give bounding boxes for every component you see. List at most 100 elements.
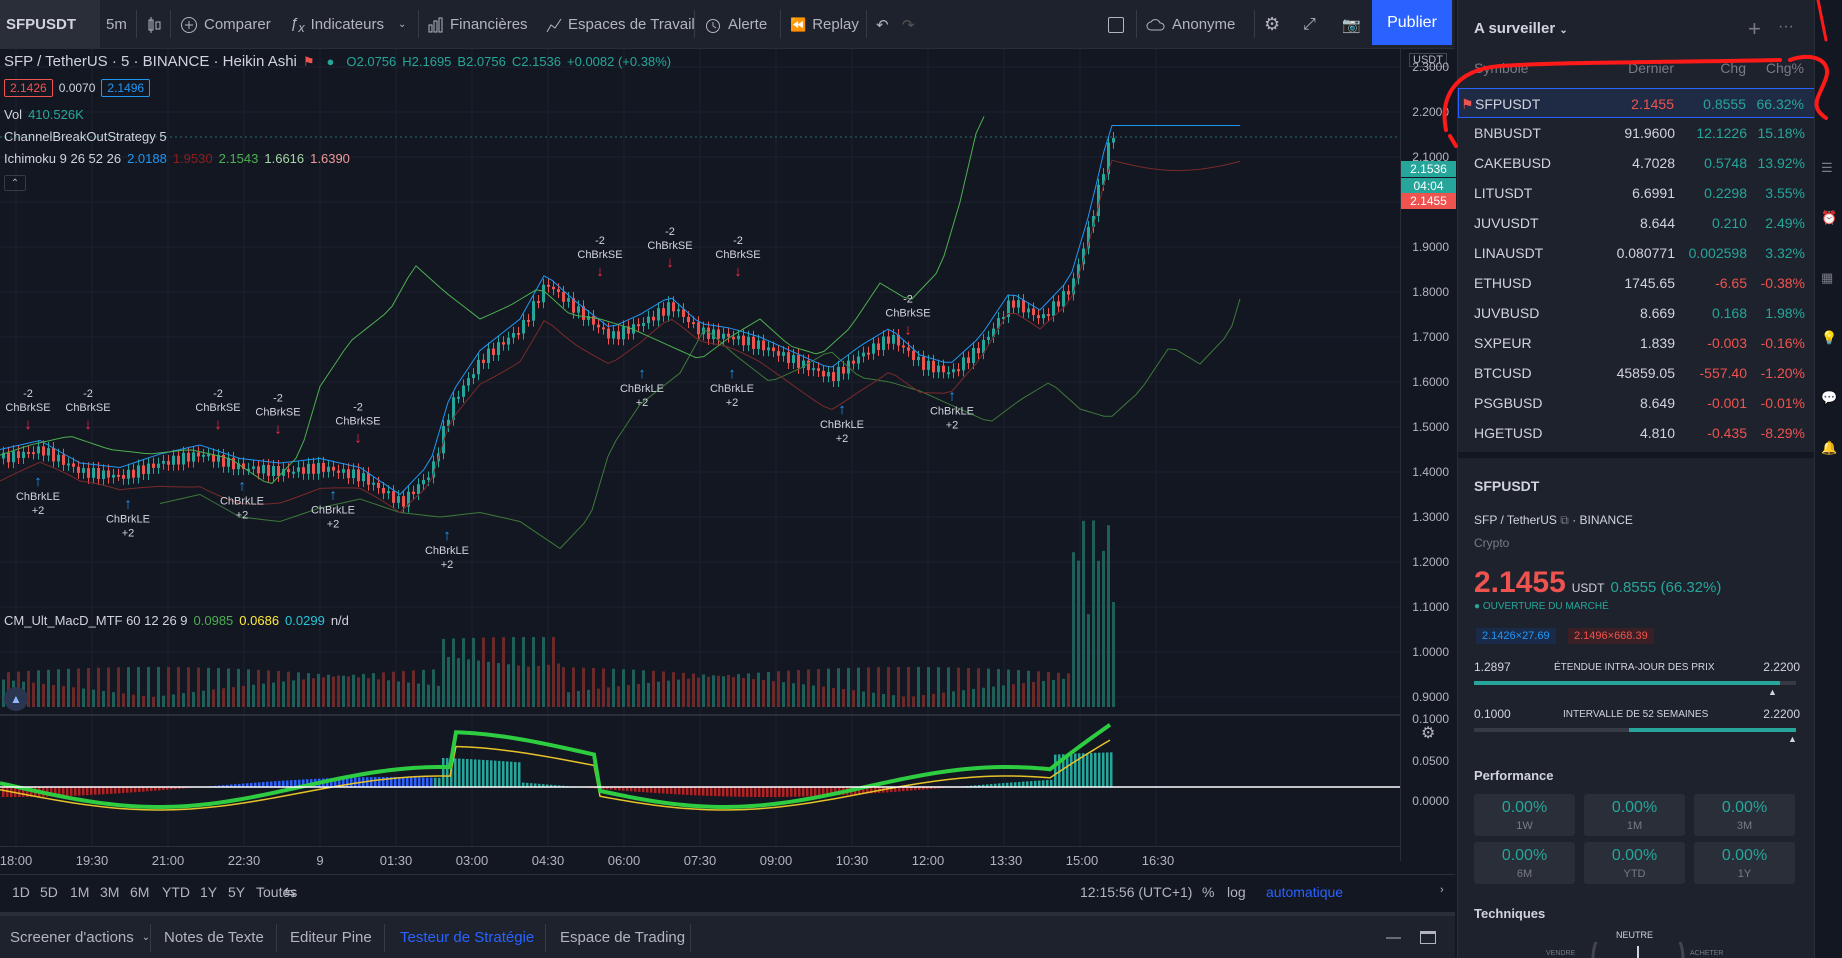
tab-trading-panel[interactable]: Espace de Trading	[560, 916, 685, 958]
strategy-label[interactable]: ChannelBreakOutStrategy 5	[4, 129, 167, 144]
range-button[interactable]: 1M	[70, 884, 90, 900]
watchlist-row[interactable]: ETHUSD 1745.65 -6.65 -0.38%	[1458, 268, 1815, 298]
volume-bar	[382, 672, 385, 707]
range-button[interactable]: 1D	[12, 884, 30, 900]
panel-divider[interactable]	[1458, 452, 1815, 458]
column-last[interactable]: Dernier	[1628, 60, 1674, 76]
calendar-icon[interactable]: ▦	[1821, 270, 1834, 285]
indicators-button[interactable]: ƒx Indicateurs ⌄	[290, 0, 406, 49]
macd-histogram-bar	[810, 787, 813, 797]
watchlist-row[interactable]: LINAUSDT 0.080771 0.002598 3.32%	[1458, 238, 1815, 268]
percent-toggle[interactable]: %	[1202, 884, 1215, 900]
replay-button[interactable]: ⏪ Replay	[790, 0, 859, 49]
financials-button[interactable]: Financières	[428, 0, 528, 49]
settings-button[interactable]: ⚙	[1264, 0, 1280, 49]
external-link-icon[interactable]: ⧉	[1560, 513, 1569, 527]
watchlist-row[interactable]: BTCUSD 45859.05 -557.40 -1.20%	[1458, 358, 1815, 388]
ichimoku-label[interactable]: Ichimoku 9 26 52 26	[4, 151, 122, 166]
range-button[interactable]: 5D	[40, 884, 58, 900]
tab-text-notes[interactable]: Notes de Texte	[164, 916, 264, 958]
watchlist-row[interactable]: PSGBUSD 8.649 -0.001 -0.01%	[1458, 388, 1815, 418]
ideas-icon[interactable]: 💡	[1821, 330, 1838, 345]
macd-histogram-bar	[822, 787, 825, 796]
range-button[interactable]: 1Y	[200, 884, 218, 900]
performance-cell[interactable]: 0.00% 1M	[1584, 794, 1685, 836]
candle-body	[997, 318, 1000, 329]
time-axis[interactable]: 18:00 19:30 21:00 22:30 9 01:30 03:00 04:30 06:0…	[0, 846, 1400, 874]
performance-cell[interactable]: 0.00% 1W	[1474, 794, 1575, 836]
performance-cell[interactable]: 0.00% 1Y	[1694, 842, 1795, 884]
minimize-button[interactable]: —	[1386, 916, 1401, 958]
publish-button[interactable]: Publier	[1372, 0, 1452, 45]
volume-label[interactable]: Vol	[4, 107, 23, 122]
watchlist-row[interactable]: JUVBUSD 8.669 0.168 1.98%	[1458, 298, 1815, 328]
watchlist-row[interactable]: BNBUSDT 91.9600 12.1226 15.18%	[1458, 118, 1815, 148]
undo-button[interactable]: ↶	[876, 0, 889, 49]
short-qty-label: -2	[273, 393, 283, 405]
notifications-icon[interactable]: 🔔	[1821, 440, 1838, 455]
axis-settings-icon[interactable]: ⚙	[1421, 725, 1436, 742]
tradingview-logo[interactable]: ▲	[4, 687, 28, 711]
symbol-search-button[interactable]: SFPUSDT	[0, 0, 100, 49]
watchlist-row[interactable]: SXPEUR 1.839 -0.003 -0.16%	[1458, 328, 1815, 358]
watchlist-row[interactable]: CAKEBUSD 4.7028 0.5748 13.92%	[1458, 148, 1815, 178]
price-chart[interactable]: -2 ChBrkSE ↓ -2 ChBrkSE ↓ -2 ChBrkSE ↓ -2 ChBrkSE ↓…	[0, 49, 1400, 861]
log-toggle[interactable]: log	[1227, 884, 1246, 900]
details-bid[interactable]: 2.1426×27.69	[1476, 628, 1556, 644]
range-button[interactable]: Toutes	[256, 884, 298, 900]
chart-title[interactable]: SFP / TetherUS · 5 · BINANCE · Heikin As…	[4, 53, 297, 70]
flag-icon[interactable]: ⚑	[1461, 96, 1474, 112]
tab-stock-screener[interactable]: Screener d'actions ⌄	[10, 916, 150, 958]
range-button[interactable]: 6M	[130, 884, 150, 900]
interval-button[interactable]: 5m	[106, 0, 127, 49]
macd-label[interactable]: CM_Ult_MacD_MTF 60 12 26 9	[4, 613, 188, 628]
details-name[interactable]: SFP / TetherUS	[1474, 513, 1557, 527]
price-axis[interactable]: USDT 2.30002.20002.10002.00001.90001.800…	[1400, 49, 1456, 861]
chart-type-button[interactable]	[146, 0, 162, 49]
flag-icon[interactable]: ⚑	[302, 53, 315, 69]
date-range-icon[interactable]: ⇆	[284, 884, 296, 900]
watchlist-row[interactable]: JUVUSDT 8.644 0.210 2.49%	[1458, 208, 1815, 238]
add-symbol-icon[interactable]: +	[1748, 16, 1761, 41]
watchlist-title-button[interactable]: A surveiller ⌄	[1474, 20, 1568, 37]
fullscreen-button[interactable]: ⤢	[1303, 0, 1316, 49]
auto-toggle[interactable]: automatique	[1266, 884, 1344, 900]
watchlist-icon[interactable]: ☰	[1821, 160, 1833, 175]
chat-icon[interactable]: 💬	[1821, 390, 1838, 405]
watchlist-row[interactable]: LITUSDT 6.6991 0.2298 3.55%	[1458, 178, 1815, 208]
candle-body	[672, 302, 675, 312]
performance-cell[interactable]: 0.00% 6M	[1474, 842, 1575, 884]
column-chg[interactable]: Chg	[1720, 60, 1746, 76]
snapshot-button[interactable]: 📷	[1342, 0, 1361, 49]
collapse-panel-icon[interactable]: ›	[1440, 884, 1444, 896]
tab-pine-editor[interactable]: Editeur Pine	[290, 916, 372, 958]
clock[interactable]: 12:15:56 (UTC+1)	[1080, 884, 1193, 900]
fullscreen-layout-button[interactable]	[1108, 0, 1124, 49]
volume-bar	[407, 682, 410, 707]
alert-button[interactable]: Alerte	[704, 0, 767, 49]
chart-area[interactable]: -2 ChBrkSE ↓ -2 ChBrkSE ↓ -2 ChBrkSE ↓ -2 ChBrkSE ↓…	[0, 49, 1400, 861]
range-button[interactable]: YTD	[162, 884, 190, 900]
bid-button[interactable]: 2.1426	[4, 79, 53, 97]
watchlist-row[interactable]: HGETUSD 4.810 -0.435 -8.29%	[1458, 418, 1815, 448]
watchlist-row[interactable]: ⚑ SFPUSDT 2.1455 0.8555 66.32%	[1458, 88, 1815, 118]
performance-cell[interactable]: 0.00% 3M	[1694, 794, 1795, 836]
column-symbol[interactable]: Symbole	[1474, 60, 1529, 76]
column-chgp[interactable]: Chg%	[1765, 60, 1804, 76]
ask-button[interactable]: 2.1496	[101, 79, 151, 97]
volume-bar	[632, 669, 635, 707]
tab-strategy-tester[interactable]: Testeur de Stratégie	[400, 916, 534, 958]
maximize-button[interactable]	[1420, 916, 1436, 958]
range-button[interactable]: 3M	[100, 884, 120, 900]
redo-button[interactable]: ↷	[902, 0, 915, 49]
range-button[interactable]: 5Y	[228, 884, 246, 900]
performance-cell[interactable]: 0.00% YTD	[1584, 842, 1685, 884]
compare-button[interactable]: Comparer	[180, 0, 271, 49]
macd-histogram-bar	[330, 778, 333, 787]
workspaces-button[interactable]: Espaces de Travail	[546, 0, 695, 49]
alerts-icon[interactable]: ⏰	[1821, 210, 1838, 225]
account-button[interactable]: Anonyme	[1146, 0, 1235, 49]
more-icon[interactable]: ···	[1778, 18, 1794, 35]
details-ask[interactable]: 2.1496×668.39	[1568, 628, 1654, 644]
collapse-legend-button[interactable]: ⌃	[4, 175, 26, 191]
